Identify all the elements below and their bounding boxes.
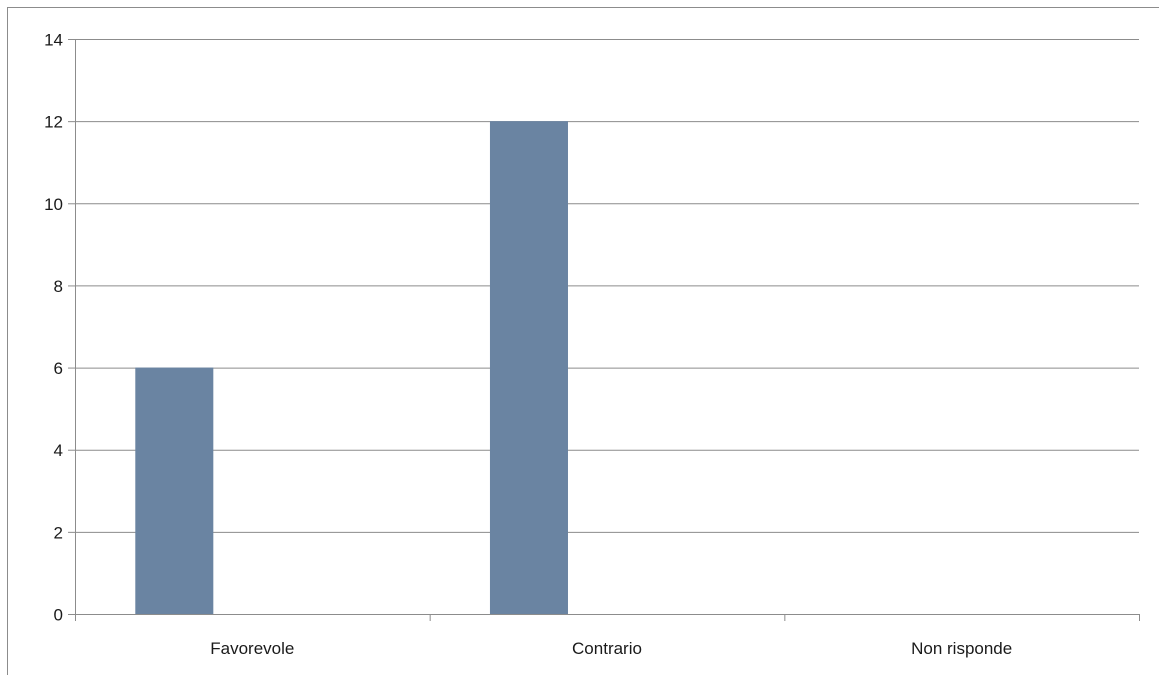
y-tick-label: 0 [54,606,63,625]
y-tick-label: 14 [44,31,63,50]
y-tick-label: 12 [44,113,63,132]
bar-favorevole [135,367,214,614]
x-tick-label: Contrario [572,639,642,658]
y-tick-label: 10 [44,195,63,214]
tick-labels: 0 2 4 6 8 10 12 14 Favorevole Contrario Non rispon… [44,31,1012,659]
y-tick-label: 4 [54,441,63,460]
x-tick-label: Non risponde [911,639,1012,658]
y-tick-label: 2 [54,523,63,542]
y-tick-label: 6 [54,359,63,378]
axes [68,39,1140,621]
bars [135,121,568,615]
gridlines [75,39,1139,533]
bar-contrario [489,121,568,615]
y-tick-label: 8 [54,277,63,296]
x-tick-label: Favorevole [210,639,294,658]
